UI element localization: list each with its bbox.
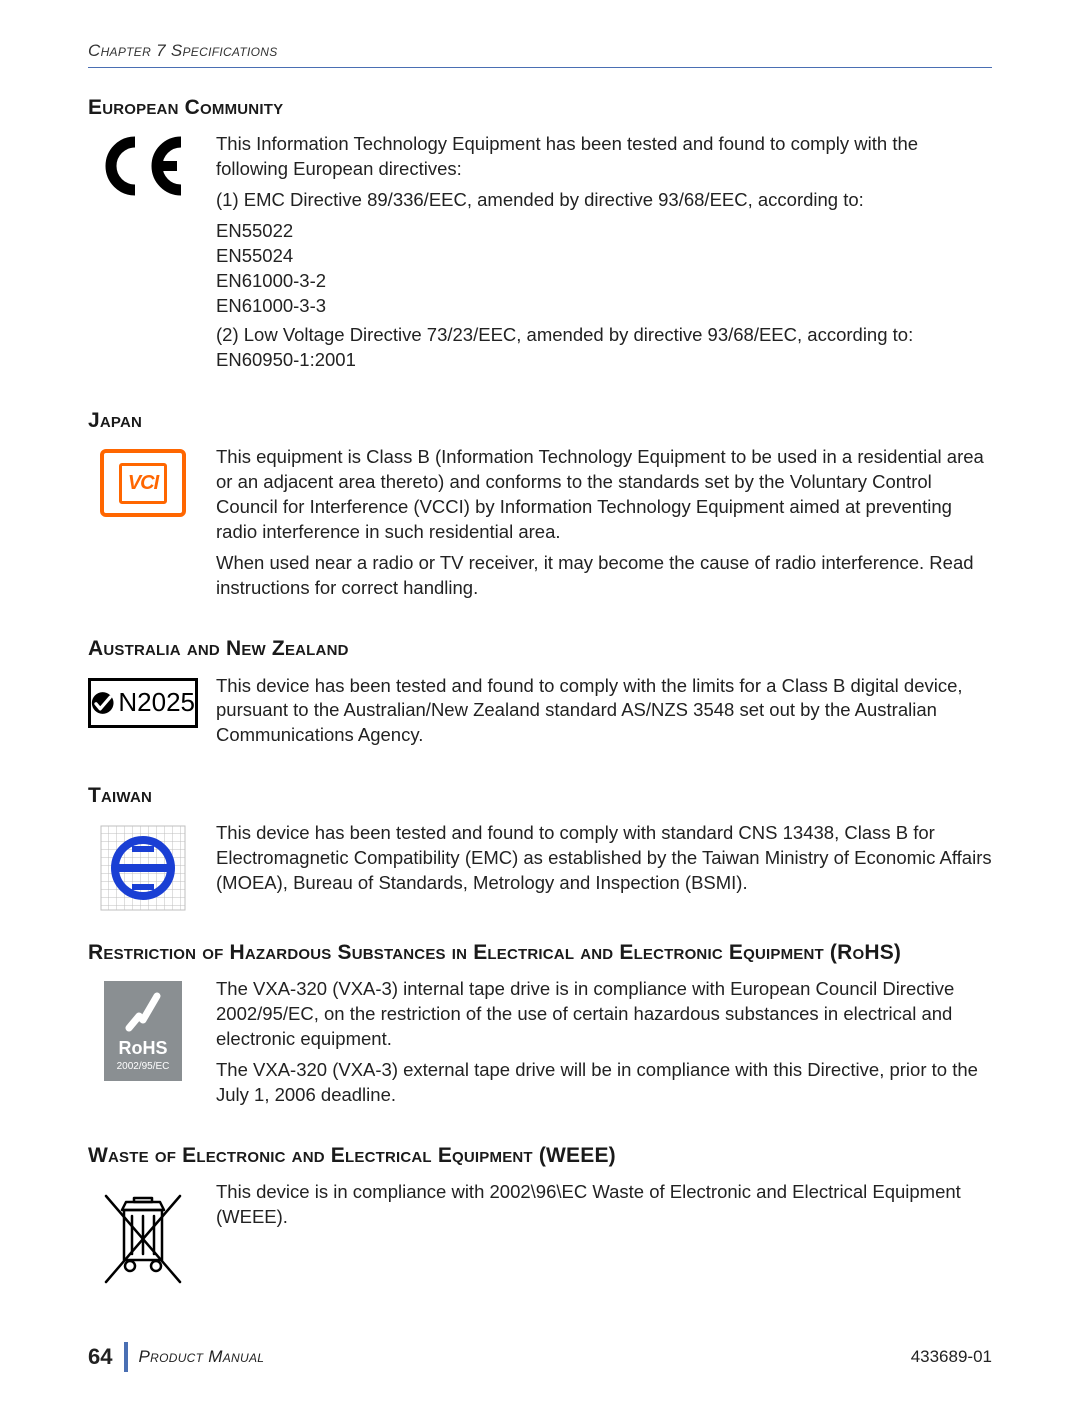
ec-p3: (2) Low Voltage Directive 73/23/EEC, ame… [216,323,992,373]
ec-standards-list: EN55022 EN55024 EN61000-3-2 EN61000-3-3 [216,219,992,319]
page-header: Chapter 7 Specifications [88,40,992,68]
rohs-mark-icon: RoHS 2002/95/EC [88,977,198,1081]
ec-std-1: EN55024 [216,244,992,269]
ec-p2: (1) EMC Directive 89/336/EEC, amended by… [216,188,992,213]
ce-mark-icon [88,132,198,196]
rohs-p2: The VXA-320 (VXA-3) external tape drive … [216,1058,992,1108]
jp-p2: When used near a radio or TV receiver, i… [216,551,992,601]
section-taiwan: This device has been tested and found to… [88,821,992,911]
ctick-label: N2025 [118,685,195,720]
section-anz: N2025 This device has been tested and fo… [88,674,992,755]
section-european-community: This Information Technology Equipment ha… [88,132,992,379]
jp-text: This equipment is Class B (Information T… [216,445,992,607]
heading-weee: Waste of Electronic and Electrical Equip… [88,1142,992,1170]
ctick-mark-icon: N2025 [88,674,198,728]
section-japan: V⁣CI This equipment is Class B (Informat… [88,445,992,607]
weee-text: This device is in compliance with 2002\9… [216,1180,992,1236]
page-footer: 64 Product Manual 433689-01 [88,1342,992,1372]
rohs-text: The VXA-320 (VXA-3) internal tape drive … [216,977,992,1114]
bsmi-mark-icon [88,821,198,911]
weee-mark-icon [88,1180,198,1294]
rohs-sublabel: 2002/95/EC [117,1060,170,1074]
vcci-mark-icon: V⁣CI [88,445,198,517]
chapter-label: Chapter 7 Specifications [88,41,278,60]
heading-rohs: Restriction of Hazardous Substances in E… [88,939,992,967]
heading-european-community: European Community [88,94,992,122]
footer-label: Product Manual [138,1346,264,1369]
ec-p1: This Information Technology Equipment ha… [216,132,992,182]
page-number: 64 [88,1342,124,1372]
ec-text: This Information Technology Equipment ha… [216,132,992,379]
heading-anz: Australia and New Zealand [88,635,992,663]
rohs-p1: The VXA-320 (VXA-3) internal tape drive … [216,977,992,1052]
section-weee: This device is in compliance with 2002\9… [88,1180,992,1294]
weee-p1: This device is in compliance with 2002\9… [216,1180,992,1230]
tw-p1: This device has been tested and found to… [216,821,992,896]
heading-taiwan: Taiwan [88,782,992,810]
section-rohs: RoHS 2002/95/EC The VXA-320 (VXA-3) inte… [88,977,992,1114]
footer-divider [124,1342,128,1372]
document-number: 433689-01 [911,1346,992,1369]
ec-std-0: EN55022 [216,219,992,244]
heading-japan: Japan [88,407,992,435]
tw-text: This device has been tested and found to… [216,821,992,902]
anz-p1: This device has been tested and found to… [216,674,992,749]
ec-std-2: EN61000-3-2 [216,269,992,294]
jp-p1: This equipment is Class B (Information T… [216,445,992,545]
weee-p1a: This device is in compliance with [216,1181,490,1202]
rohs-label: RoHS [119,1036,168,1060]
anz-text: This device has been tested and found to… [216,674,992,755]
ec-std-3: EN61000-3-3 [216,294,992,319]
